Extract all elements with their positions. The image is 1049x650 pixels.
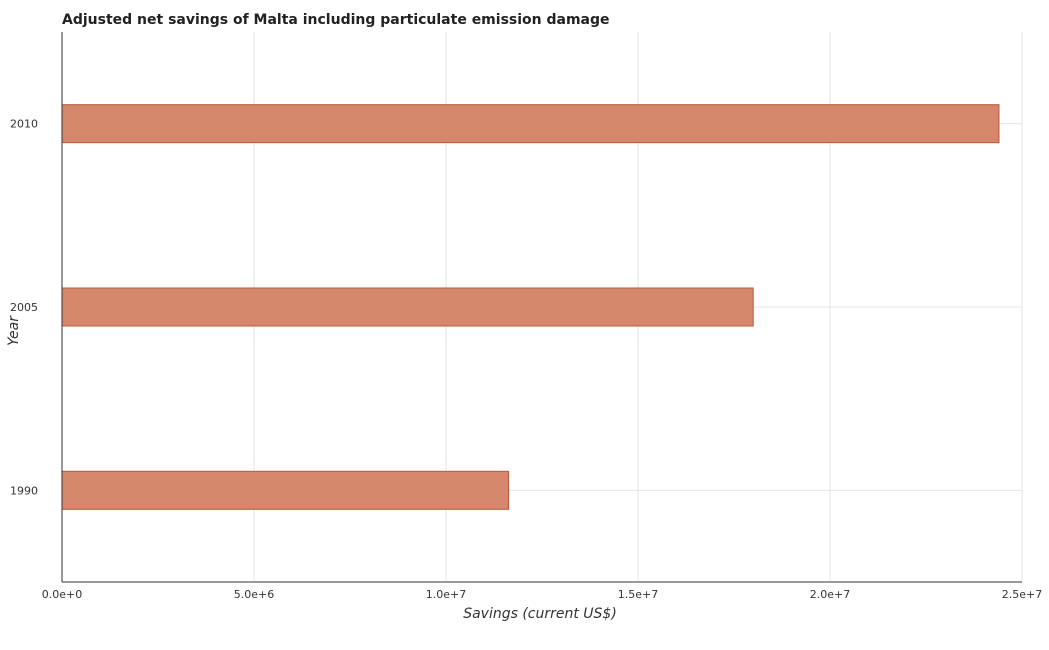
y-tick-label: 1990 — [10, 484, 38, 497]
bar-2010 — [61, 104, 1000, 144]
x-tick-label: 2.0e+7 — [810, 588, 850, 601]
y-tick-label: 2010 — [10, 118, 38, 131]
y-tick-label: 2005 — [10, 301, 38, 314]
x-tick-label: 1.0e+7 — [426, 588, 466, 601]
bars — [61, 104, 1000, 510]
x-tick-label: 0.0e+0 — [42, 588, 82, 601]
bar-2005 — [61, 287, 754, 327]
axes: 0.0e+0 5.0e+6 1.0e+7 1.5e+7 2.0e+7 2.5e+7 1990… — [10, 32, 1042, 601]
x-tick-label: 1.5e+7 — [618, 588, 658, 601]
y-axis-label: Year — [6, 315, 22, 346]
bar-1990 — [61, 470, 510, 510]
x-tick-label: 5.0e+6 — [234, 588, 274, 601]
x-tick-label: 2.5e+7 — [1002, 588, 1042, 601]
x-axis-label: Savings (current US$) — [463, 606, 617, 622]
chart-title: Adjusted net savings of Malta including … — [62, 12, 610, 28]
